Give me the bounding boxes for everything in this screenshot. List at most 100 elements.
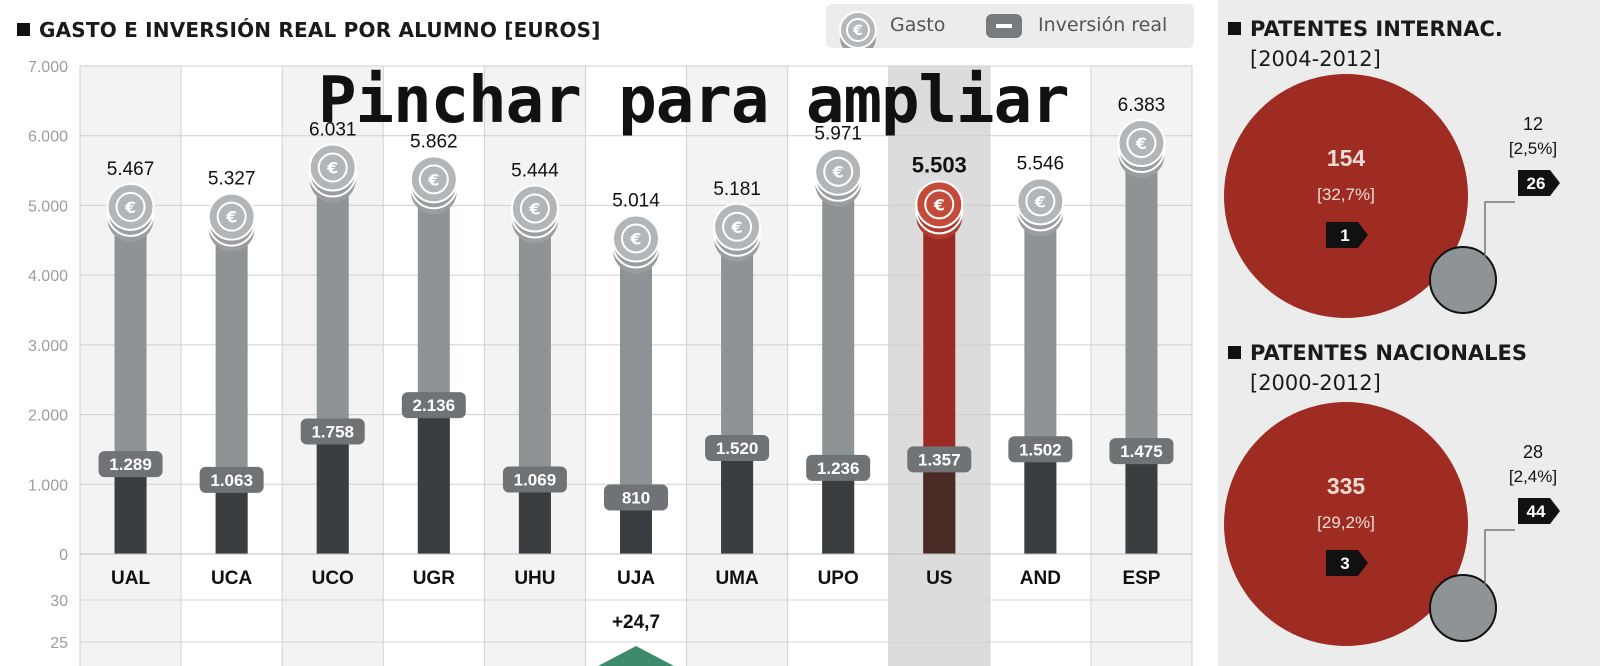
- patents-national-big-pct: [29,2%]: [1317, 513, 1375, 532]
- coin-ring: [722, 211, 753, 242]
- inversion-value-label: 1.475: [1120, 442, 1163, 461]
- inversion-value-label: 1.063: [210, 471, 253, 490]
- inversion-label-pill: [1008, 436, 1073, 463]
- category-label: UHU: [514, 568, 555, 589]
- coin-face: [106, 182, 155, 231]
- patents-international-big-value: 154: [1327, 145, 1366, 171]
- inversion-value-label: 810: [622, 489, 650, 508]
- y-tick-label: 3.000: [28, 338, 68, 355]
- patents-panel: PATENTES INTERNAC. [2004-2012] PATENTES …: [1218, 0, 1600, 666]
- y-tick-label: 4.000: [28, 268, 68, 285]
- y-tick-label: 0: [59, 547, 68, 564]
- category-label: US: [926, 568, 952, 589]
- coin-symbol: €: [124, 198, 136, 217]
- coin-ring: [216, 201, 247, 232]
- inversion-value-label: 1.520: [716, 439, 759, 458]
- coin-ring: [418, 164, 449, 195]
- coin-icon: €: [612, 214, 660, 274]
- coin-symbol: €: [326, 159, 338, 178]
- coin-icon: €: [308, 143, 357, 203]
- coin-icon: €: [713, 202, 762, 262]
- y-tick-label: 25: [50, 635, 68, 652]
- inversion-bar: [822, 467, 855, 554]
- legend: € Gasto Inversión real: [826, 4, 1194, 48]
- legend-inversion-label: Inversión real: [1038, 14, 1168, 36]
- annotation-marker: [598, 646, 674, 666]
- patents-national-big-value: 335: [1327, 473, 1366, 499]
- chart-title: GASTO E INVERSIÓN REAL POR ALUMNO [EUROS…: [17, 18, 601, 42]
- coin-face: [308, 143, 357, 192]
- legend-icons: €: [839, 11, 1022, 48]
- patents-international-title-line2: [2004-2012]: [1250, 47, 1381, 71]
- inversion-bar: [721, 448, 754, 554]
- coin-symbol: €: [225, 208, 237, 227]
- inversion-bar: [1024, 449, 1057, 554]
- gasto-value-label: 5.971: [814, 124, 862, 145]
- coin-face: [612, 214, 660, 263]
- coin-icon: €: [1117, 119, 1166, 179]
- patents-graphic: 154 [32,7%] 1 12 [2,5%] 26 335 [29,2%] 3 28 [2,4%]…: [1224, 74, 1560, 646]
- coin-face: [510, 184, 559, 233]
- y-tick-label: 30: [50, 593, 68, 610]
- coin-symbol: €: [1135, 134, 1147, 153]
- inversion-bar: [923, 459, 956, 554]
- gasto-value-label: 5.546: [1017, 153, 1065, 174]
- gasto-value-label: 5.181: [713, 179, 761, 200]
- patents-national-title: PATENTES NACIONALES [2000-2012]: [1228, 338, 1527, 398]
- patents-national-small-rank-arrow: [1518, 498, 1560, 524]
- patents-national-connector: [1484, 529, 1515, 586]
- patents-international-small-pct: [2,5%]: [1509, 139, 1557, 158]
- patents-national-small-pct: [2,4%]: [1509, 467, 1557, 486]
- coin-face: [814, 147, 863, 196]
- coin-symbol: €: [832, 163, 844, 182]
- category-label: AND: [1020, 568, 1061, 589]
- coin-icon: €: [814, 147, 863, 207]
- patents-national-title-line2: [2000-2012]: [1250, 371, 1381, 395]
- coin-ring: [621, 223, 651, 254]
- gasto-value-label: 6.031: [309, 120, 357, 141]
- zoom-overlay-text[interactable]: Pinchar para ampliar: [318, 64, 1070, 138]
- category-label: UCA: [211, 568, 252, 589]
- coin-symbol: €: [1034, 192, 1046, 211]
- inversion-label-pill: [98, 451, 163, 478]
- y-tick-label: 6.000: [28, 129, 68, 146]
- coin-face: [207, 192, 256, 241]
- y-tick-label: 5.000: [28, 198, 68, 215]
- gasto-value-label: 5.503: [912, 152, 967, 177]
- inversion-label-pill: [705, 435, 770, 462]
- gasto-value-label: 5.444: [511, 160, 559, 181]
- y-tick-label: 1.000: [28, 477, 68, 494]
- patents-national-title-line1: PATENTES NACIONALES: [1250, 341, 1528, 365]
- minus-icon: [986, 14, 1022, 38]
- category-label: UJA: [617, 568, 655, 589]
- patents-international-small-rank-arrow: [1518, 170, 1560, 196]
- y-tick-label: 2.000: [28, 408, 68, 425]
- coin-ring: [823, 156, 854, 187]
- inversion-label-pill: [502, 466, 567, 493]
- inversion-label-pill: [401, 392, 466, 419]
- patents-national-big-rank-arrow: [1326, 550, 1368, 576]
- patents-international-title: PATENTES INTERNAC. [2004-2012]: [1228, 14, 1503, 74]
- coin-face: [409, 155, 458, 204]
- inversion-value-label: 1.236: [817, 459, 860, 478]
- coin-icon: €: [839, 11, 877, 48]
- title-square-icon: [1228, 22, 1241, 35]
- coin-symbol: €: [933, 195, 945, 214]
- coin-icon: €: [915, 180, 964, 240]
- gasto-value-label: 5.467: [107, 159, 155, 180]
- inversion-value-label: 1.502: [1019, 440, 1062, 459]
- inversion-bar: [114, 464, 147, 554]
- inversion-value-label: 2.136: [413, 396, 456, 415]
- bar-chart: 7.000 6.000 5.000 4.000 3.000 2.000 1.000 0 30 25…: [28, 59, 1193, 666]
- coin-symbol: €: [629, 229, 641, 248]
- inversion-value-label: 1.758: [311, 422, 354, 441]
- coin-icon: €: [1016, 177, 1065, 237]
- y-tick-label: 7.000: [28, 59, 68, 76]
- patents-national-big-circle: [1224, 402, 1468, 646]
- category-label: UCO: [312, 568, 354, 589]
- patents-international-title-line1: PATENTES INTERNAC.: [1250, 17, 1503, 41]
- gasto-value-label: 6.383: [1118, 95, 1166, 116]
- inversion-label-pill: [199, 466, 264, 493]
- inversion-label-pill: [604, 484, 668, 511]
- title-square-icon: [1228, 346, 1241, 359]
